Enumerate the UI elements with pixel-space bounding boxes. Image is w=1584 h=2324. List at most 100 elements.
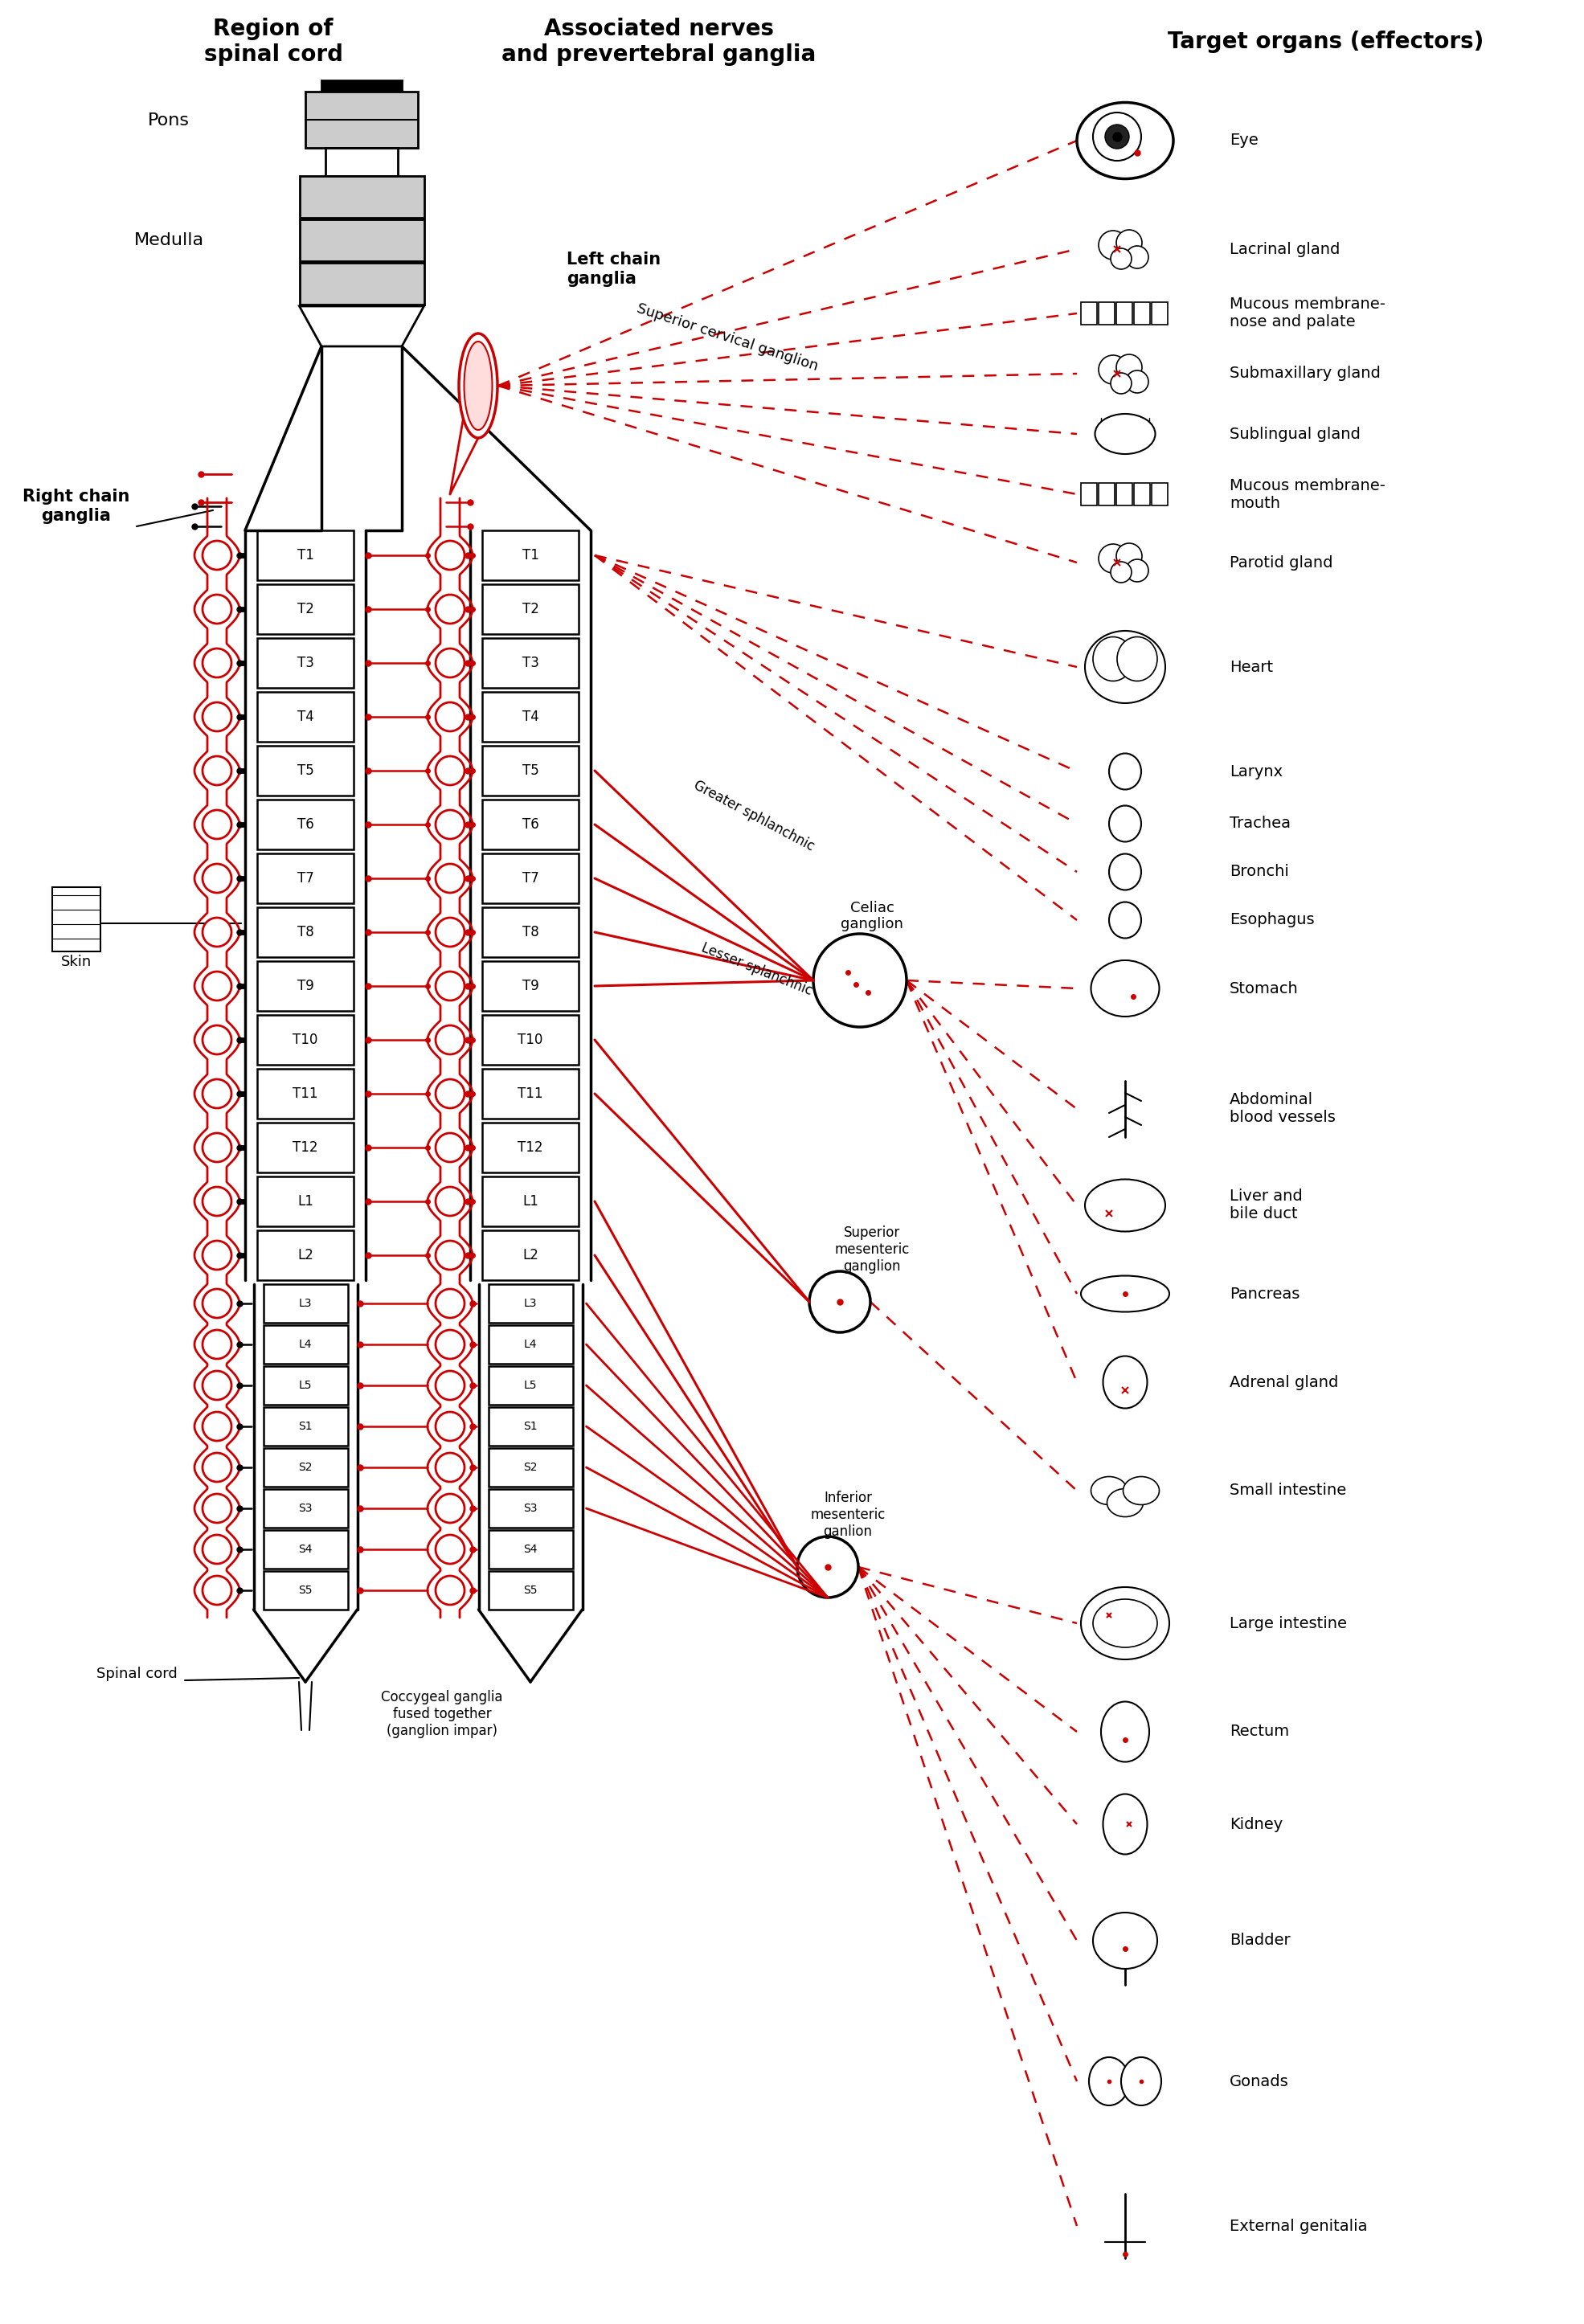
Text: T8: T8	[298, 925, 314, 939]
Text: Adrenal gland: Adrenal gland	[1229, 1373, 1338, 1390]
Text: Kidney: Kidney	[1229, 1817, 1283, 1831]
Text: S2: S2	[523, 1462, 537, 1473]
Circle shape	[203, 1534, 231, 1564]
Text: Region of
spinal cord: Region of spinal cord	[204, 19, 342, 65]
Circle shape	[436, 918, 464, 946]
Text: L4: L4	[524, 1339, 537, 1350]
Circle shape	[203, 1241, 231, 1269]
Bar	[488, 1285, 572, 1322]
Bar	[257, 639, 353, 688]
Ellipse shape	[1093, 637, 1133, 681]
Text: T9: T9	[523, 978, 539, 992]
Circle shape	[436, 755, 464, 786]
Text: S4: S4	[298, 1543, 312, 1555]
Ellipse shape	[1107, 1490, 1144, 1518]
Text: T6: T6	[523, 818, 539, 832]
Text: Celiac
ganglion: Celiac ganglion	[841, 899, 903, 932]
Circle shape	[1126, 560, 1148, 581]
Circle shape	[436, 1241, 464, 1269]
Text: Bladder: Bladder	[1229, 1934, 1291, 1948]
Text: T1: T1	[298, 548, 314, 562]
Bar	[1152, 302, 1167, 325]
Bar	[263, 1367, 347, 1404]
Bar	[482, 962, 578, 1011]
Ellipse shape	[1093, 1599, 1158, 1648]
Bar	[263, 1448, 347, 1487]
Text: T4: T4	[298, 709, 314, 725]
Text: Coccygeal ganglia
fused together
(ganglion impar): Coccygeal ganglia fused together (gangli…	[382, 1690, 502, 1738]
Ellipse shape	[1085, 1178, 1166, 1232]
Text: Small intestine: Small intestine	[1229, 1483, 1346, 1499]
Bar	[482, 1069, 578, 1118]
Text: S4: S4	[523, 1543, 537, 1555]
Text: T7: T7	[298, 872, 314, 885]
Text: S3: S3	[298, 1504, 312, 1513]
Circle shape	[436, 702, 464, 732]
Text: T5: T5	[523, 762, 539, 779]
Ellipse shape	[1121, 2057, 1161, 2106]
Bar	[299, 218, 425, 260]
Bar	[257, 693, 353, 741]
Bar	[263, 1285, 347, 1322]
Text: T11: T11	[293, 1085, 318, 1102]
Bar	[488, 1325, 572, 1364]
Text: Right chain
ganglia: Right chain ganglia	[22, 488, 130, 523]
Bar	[482, 1176, 578, 1227]
Circle shape	[436, 541, 464, 569]
Circle shape	[436, 1329, 464, 1360]
Ellipse shape	[1102, 1357, 1147, 1408]
Circle shape	[813, 934, 906, 1027]
Circle shape	[436, 1494, 464, 1522]
Circle shape	[1126, 246, 1148, 267]
Bar	[257, 962, 353, 1011]
Text: S1: S1	[298, 1420, 312, 1432]
Circle shape	[436, 1534, 464, 1564]
Bar	[482, 639, 578, 688]
Text: S5: S5	[298, 1585, 312, 1597]
Circle shape	[436, 595, 464, 623]
Circle shape	[436, 1025, 464, 1055]
Circle shape	[436, 1371, 464, 1399]
Ellipse shape	[1101, 1701, 1150, 1762]
Ellipse shape	[1080, 1587, 1169, 1659]
Bar	[1134, 302, 1150, 325]
Bar	[488, 1406, 572, 1446]
Bar	[1099, 302, 1115, 325]
Text: L2: L2	[523, 1248, 539, 1262]
Text: Rectum: Rectum	[1229, 1724, 1289, 1738]
Ellipse shape	[1109, 806, 1140, 841]
Circle shape	[436, 971, 464, 999]
Circle shape	[203, 1188, 231, 1215]
Bar	[257, 906, 353, 957]
Bar	[257, 799, 353, 848]
Ellipse shape	[1109, 753, 1140, 790]
Bar	[488, 1448, 572, 1487]
Circle shape	[203, 1371, 231, 1399]
Text: T6: T6	[298, 818, 314, 832]
Text: Large intestine: Large intestine	[1229, 1615, 1346, 1631]
Text: T2: T2	[523, 602, 539, 616]
Circle shape	[203, 755, 231, 786]
Ellipse shape	[1109, 902, 1140, 939]
Circle shape	[436, 811, 464, 839]
Polygon shape	[299, 307, 425, 346]
Text: Sublingual gland: Sublingual gland	[1229, 425, 1361, 442]
Text: T4: T4	[523, 709, 539, 725]
Ellipse shape	[1085, 630, 1166, 704]
Circle shape	[436, 1134, 464, 1162]
Circle shape	[203, 918, 231, 946]
Text: T7: T7	[523, 872, 539, 885]
Circle shape	[203, 811, 231, 839]
Circle shape	[436, 1290, 464, 1318]
Bar	[52, 888, 100, 951]
Ellipse shape	[1077, 102, 1174, 179]
Circle shape	[203, 595, 231, 623]
Bar	[325, 149, 398, 177]
Text: Liver and
bile duct: Liver and bile duct	[1229, 1190, 1302, 1222]
Bar	[257, 1016, 353, 1064]
Circle shape	[436, 1576, 464, 1606]
Text: L5: L5	[524, 1380, 537, 1392]
Circle shape	[203, 1329, 231, 1360]
Bar	[257, 530, 353, 581]
Ellipse shape	[1117, 637, 1158, 681]
